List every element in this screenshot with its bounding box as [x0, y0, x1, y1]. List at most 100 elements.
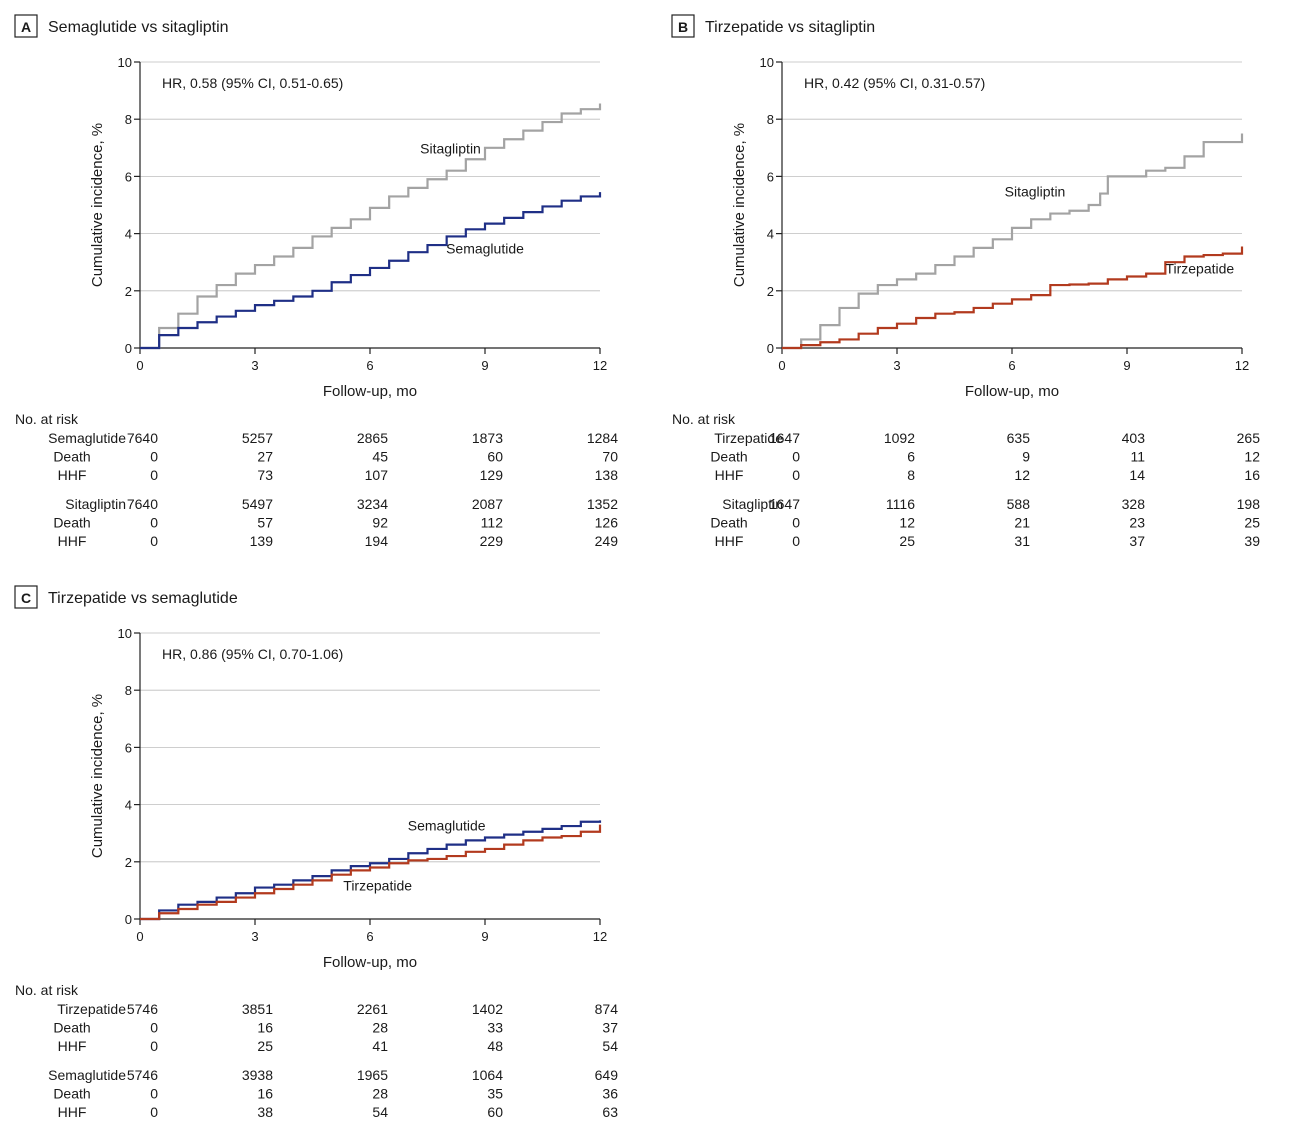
risk-value-at_risk: 3234: [357, 496, 388, 512]
risk-value-at_risk: 1647: [769, 430, 800, 446]
risk-value-at_risk: 1402: [472, 1001, 503, 1017]
y-tick-label: 10: [118, 55, 132, 70]
panel-letter: B: [678, 19, 688, 35]
risk-row-label-death: Death: [53, 1086, 90, 1102]
panel-letter: C: [21, 590, 31, 606]
panel-title: Tirzepatide vs semaglutide: [48, 590, 238, 607]
risk-value-death: 0: [150, 449, 158, 465]
risk-group-name: Semaglutide: [48, 1067, 126, 1083]
risk-value-at_risk: 874: [595, 1001, 619, 1017]
risk-value-hhf: 107: [365, 467, 389, 483]
risk-value-at_risk: 3851: [242, 1001, 273, 1017]
risk-value-at_risk: 5746: [127, 1001, 158, 1017]
y-tick-label: 10: [760, 55, 774, 70]
risk-value-death: 27: [257, 449, 273, 465]
risk-value-hhf: 37: [1129, 533, 1145, 549]
risk-value-at_risk: 1873: [472, 430, 503, 446]
y-tick-label: 4: [125, 227, 132, 242]
risk-value-hhf: 38: [257, 1104, 273, 1120]
panel-title: Tirzepatide vs sitagliptin: [705, 19, 875, 36]
risk-value-at_risk: 1092: [884, 430, 915, 446]
y-axis-label: Cumulative incidence, %: [731, 123, 748, 287]
x-tick-label: 3: [251, 929, 258, 944]
risk-value-hhf: 0: [150, 533, 158, 549]
risk-value-hhf: 31: [1014, 533, 1030, 549]
series-label-sitagliptin: Sitagliptin: [420, 141, 481, 157]
risk-value-death: 0: [792, 449, 800, 465]
panel-letter-box: [14, 585, 38, 609]
risk-value-at_risk: 5746: [127, 1067, 158, 1083]
panel-b: B Tirzepatide vs sitagliptin 0 2 4 6 8 10 0 3 6 9 12…: [671, 14, 1260, 549]
y-tick-label: 8: [125, 112, 132, 127]
risk-row-label-hhf: HHF: [715, 533, 744, 549]
risk-value-at_risk: 1116: [886, 496, 915, 512]
risk-row-label-hhf: HHF: [715, 467, 744, 483]
risk-value-hhf: 48: [487, 1038, 503, 1054]
panel-letter-box: [671, 14, 695, 38]
risk-value-at_risk: 5497: [242, 496, 273, 512]
risk-value-hhf: 0: [792, 533, 800, 549]
y-tick-label: 6: [767, 169, 774, 184]
panel-letter: A: [21, 19, 31, 35]
risk-value-death: 12: [899, 515, 915, 531]
risk-value-at_risk: 1647: [769, 496, 800, 512]
risk-value-hhf: 54: [372, 1104, 388, 1120]
risk-value-death: 28: [372, 1020, 388, 1036]
risk-value-death: 33: [487, 1020, 503, 1036]
risk-value-hhf: 73: [257, 467, 273, 483]
risk-value-hhf: 138: [595, 467, 619, 483]
risk-value-hhf: 41: [372, 1038, 388, 1054]
y-tick-label: 4: [767, 227, 774, 242]
risk-value-hhf: 54: [602, 1038, 618, 1054]
x-tick-label: 12: [593, 929, 607, 944]
risk-value-hhf: 194: [365, 533, 389, 549]
risk-value-hhf: 0: [150, 1038, 158, 1054]
series-line-sitagliptin: [782, 133, 1244, 350]
x-tick-label: 9: [481, 929, 488, 944]
risk-value-hhf: 63: [602, 1104, 618, 1120]
x-tick-label: 0: [778, 358, 785, 373]
y-tick-label: 6: [125, 740, 132, 755]
risk-value-death: 28: [372, 1086, 388, 1102]
risk-row-label-death: Death: [53, 515, 90, 531]
risk-row-label-hhf: HHF: [58, 533, 87, 549]
series-line-semaglutide: [140, 820, 602, 921]
risk-value-at_risk: 5257: [242, 430, 273, 446]
risk-value-death: 6: [907, 449, 915, 465]
x-tick-label: 6: [1008, 358, 1015, 373]
risk-value-hhf: 39: [1244, 533, 1260, 549]
x-tick-label: 0: [136, 929, 143, 944]
series-line-sitagliptin: [140, 103, 602, 350]
risk-value-at_risk: 3938: [242, 1067, 273, 1083]
risk-row-label-hhf: HHF: [58, 1104, 87, 1120]
series-label-semaglutide: Semaglutide: [408, 817, 486, 833]
risk-value-hhf: 0: [150, 1104, 158, 1120]
risk-value-at_risk: 1352: [587, 496, 618, 512]
risk-table-header: No. at risk: [672, 411, 736, 427]
series-line-tirzepatide: [782, 246, 1244, 350]
risk-value-death: 45: [372, 449, 388, 465]
risk-group-name: Sitagliptin: [722, 496, 783, 512]
risk-value-at_risk: 635: [1007, 430, 1031, 446]
risk-row-label-hhf: HHF: [58, 1038, 87, 1054]
risk-value-hhf: 249: [595, 533, 619, 549]
risk-value-death: 70: [602, 449, 618, 465]
hazard-ratio-text: HR, 0.42 (95% CI, 0.31-0.57): [804, 75, 985, 91]
risk-value-at_risk: 2087: [472, 496, 503, 512]
risk-value-death: 112: [481, 515, 504, 531]
risk-value-death: 57: [257, 515, 273, 531]
risk-group-name: Tirzepatide: [57, 1001, 126, 1017]
panel-letter-box: [14, 14, 38, 38]
x-tick-label: 9: [481, 358, 488, 373]
y-axis-label: Cumulative incidence, %: [89, 694, 106, 858]
risk-value-death: 0: [792, 515, 800, 531]
risk-table-header: No. at risk: [15, 982, 79, 998]
risk-value-at_risk: 403: [1122, 430, 1146, 446]
risk-value-hhf: 0: [792, 467, 800, 483]
risk-value-death: 23: [1129, 515, 1145, 531]
